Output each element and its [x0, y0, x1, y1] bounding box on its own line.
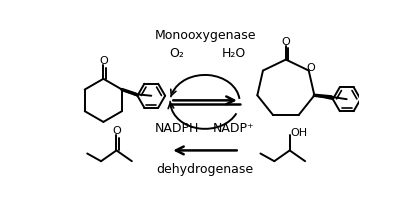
Text: O: O: [306, 63, 315, 73]
Text: O: O: [99, 56, 108, 66]
Text: O₂: O₂: [169, 47, 184, 60]
Text: OH: OH: [290, 127, 308, 137]
Text: dehydrogenase: dehydrogenase: [156, 162, 254, 175]
Text: Monooxygenase: Monooxygenase: [154, 28, 256, 41]
Text: NADPH: NADPH: [154, 121, 199, 134]
Text: O: O: [282, 37, 290, 47]
Text: H₂O: H₂O: [221, 47, 246, 60]
Text: O: O: [112, 125, 121, 135]
Text: NADP⁺: NADP⁺: [213, 121, 254, 134]
